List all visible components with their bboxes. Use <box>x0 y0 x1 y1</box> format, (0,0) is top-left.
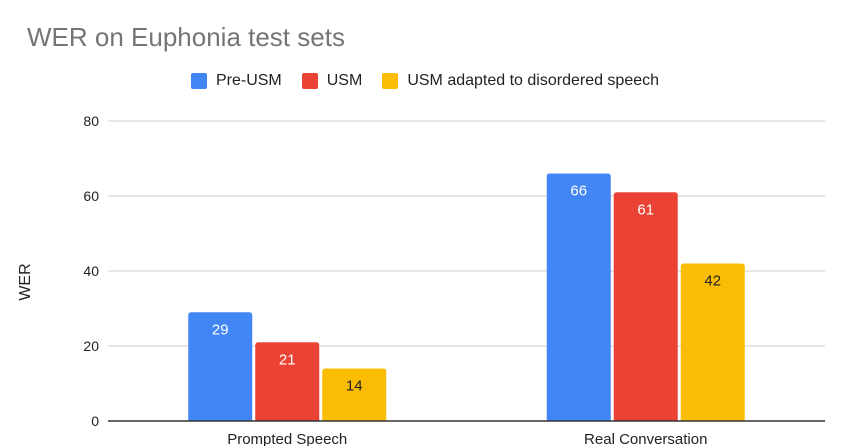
x-tick-label-0: Prompted Speech <box>227 431 347 446</box>
data-label-usm-0: 21 <box>279 351 296 368</box>
x-tick-label-1: Real Conversation <box>584 431 707 446</box>
bar-pre-usm-0 <box>188 312 253 421</box>
data-label-pre-usm-1: 66 <box>570 183 587 200</box>
legend-swatch-usm <box>301 73 318 89</box>
bar-usm-adapted-to-disordered-speech-0 <box>322 368 387 421</box>
y-tick-label-0: 0 <box>91 413 99 429</box>
legend-label-usm: USM <box>326 72 363 89</box>
chart-title: WER on Euphonia test sets <box>27 22 345 52</box>
bar-usm-1 <box>613 192 678 421</box>
bar-pre-usm-1 <box>546 173 611 421</box>
legend-label-usm-adapted: USM adapted to disordered speech <box>407 72 660 89</box>
legend-swatch-pre-usm <box>190 73 207 89</box>
legend-item-pre-usm: Pre-USM <box>190 72 282 90</box>
bar-usm-adapted-to-disordered-speech-1 <box>680 263 745 421</box>
data-label-usm-adapted-to-disordered-speech-0: 14 <box>346 378 363 395</box>
data-label-usm-adapted-to-disordered-speech-1: 42 <box>704 273 721 290</box>
bar-usm-0 <box>255 342 320 421</box>
y-tick-label-40: 40 <box>83 263 99 279</box>
y-tick-label-20: 20 <box>83 338 99 354</box>
legend-label-pre-usm: Pre-USM <box>215 72 282 89</box>
legend: Pre-USM USM USM adapted to disordered sp… <box>0 72 850 90</box>
legend-item-usm-adapted: USM adapted to disordered speech <box>382 72 659 90</box>
y-tick-label-60: 60 <box>83 188 99 204</box>
legend-item-usm: USM <box>301 72 363 90</box>
data-label-usm-1: 61 <box>637 201 654 218</box>
data-label-pre-usm-0: 29 <box>212 321 229 338</box>
y-tick-label-80: 80 <box>83 113 99 129</box>
legend-swatch-usm-adapted <box>382 73 399 89</box>
